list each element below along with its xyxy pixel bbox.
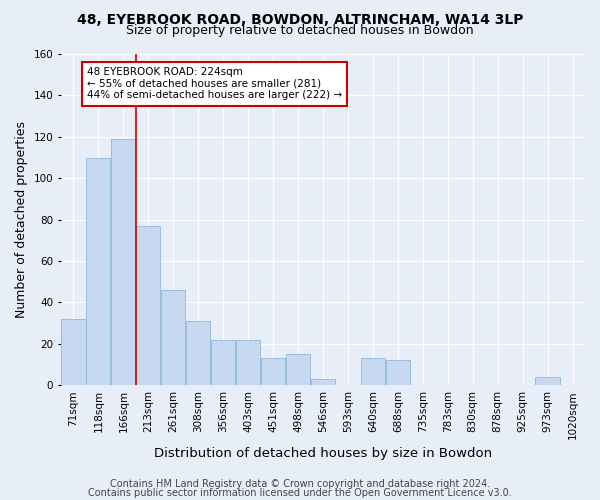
Bar [236, 340, 260, 386]
Bar [286, 354, 310, 386]
Text: Size of property relative to detached houses in Bowdon: Size of property relative to detached ho… [126, 24, 474, 37]
Bar [111, 139, 136, 386]
Text: 48, EYEBROOK ROAD, BOWDON, ALTRINCHAM, WA14 3LP: 48, EYEBROOK ROAD, BOWDON, ALTRINCHAM, W… [77, 12, 523, 26]
Bar [311, 379, 335, 386]
Bar [61, 319, 86, 386]
Y-axis label: Number of detached properties: Number of detached properties [15, 121, 28, 318]
Bar [186, 321, 211, 386]
Bar [361, 358, 385, 386]
Bar [211, 340, 235, 386]
Text: Contains HM Land Registry data © Crown copyright and database right 2024.: Contains HM Land Registry data © Crown c… [110, 479, 490, 489]
Bar [535, 377, 560, 386]
Text: Contains public sector information licensed under the Open Government Licence v3: Contains public sector information licen… [88, 488, 512, 498]
Text: 48 EYEBROOK ROAD: 224sqm
← 55% of detached houses are smaller (281)
44% of semi-: 48 EYEBROOK ROAD: 224sqm ← 55% of detach… [87, 68, 342, 100]
Bar [161, 290, 185, 386]
Bar [86, 158, 110, 386]
Bar [261, 358, 285, 386]
X-axis label: Distribution of detached houses by size in Bowdon: Distribution of detached houses by size … [154, 447, 492, 460]
Bar [386, 360, 410, 386]
Bar [136, 226, 160, 386]
